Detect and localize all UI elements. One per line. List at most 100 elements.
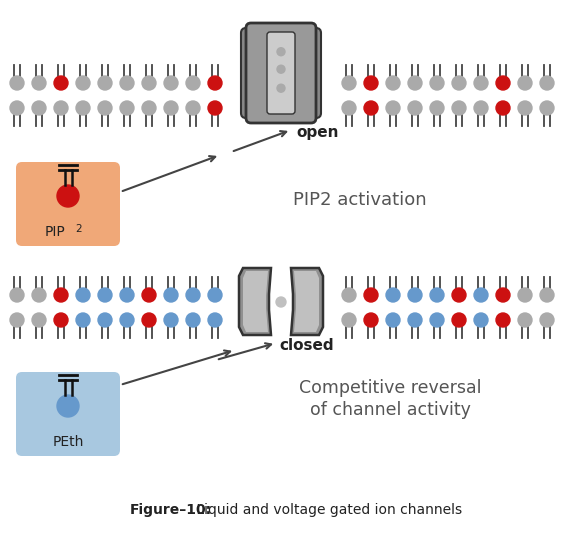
Text: closed: closed	[279, 337, 334, 352]
Circle shape	[32, 288, 46, 302]
Circle shape	[518, 76, 532, 90]
Circle shape	[120, 288, 134, 302]
Circle shape	[208, 313, 222, 327]
Circle shape	[120, 76, 134, 90]
Circle shape	[408, 313, 422, 327]
Circle shape	[342, 101, 356, 115]
Polygon shape	[294, 271, 319, 332]
Circle shape	[386, 288, 400, 302]
Circle shape	[164, 313, 178, 327]
Circle shape	[430, 313, 444, 327]
Circle shape	[540, 76, 554, 90]
Circle shape	[120, 313, 134, 327]
Circle shape	[10, 101, 24, 115]
Circle shape	[276, 297, 286, 307]
Circle shape	[408, 76, 422, 90]
FancyBboxPatch shape	[246, 23, 316, 123]
Circle shape	[342, 313, 356, 327]
Circle shape	[76, 101, 90, 115]
Circle shape	[386, 76, 400, 90]
Circle shape	[98, 101, 112, 115]
Circle shape	[32, 313, 46, 327]
Circle shape	[57, 395, 79, 417]
Circle shape	[364, 288, 378, 302]
Circle shape	[54, 288, 68, 302]
Circle shape	[540, 288, 554, 302]
Circle shape	[430, 288, 444, 302]
Circle shape	[364, 313, 378, 327]
Circle shape	[98, 76, 112, 90]
Circle shape	[408, 288, 422, 302]
Text: PIP: PIP	[44, 225, 65, 239]
Circle shape	[142, 288, 156, 302]
Circle shape	[342, 288, 356, 302]
Circle shape	[364, 101, 378, 115]
Circle shape	[386, 313, 400, 327]
Circle shape	[364, 76, 378, 90]
FancyBboxPatch shape	[16, 372, 120, 456]
Circle shape	[142, 101, 156, 115]
Circle shape	[32, 101, 46, 115]
Text: Liquid and voltage gated ion channels: Liquid and voltage gated ion channels	[192, 503, 462, 517]
Polygon shape	[243, 271, 268, 332]
Text: open: open	[296, 125, 338, 140]
Text: PIP2 activation: PIP2 activation	[293, 191, 427, 209]
Circle shape	[474, 101, 488, 115]
Circle shape	[142, 313, 156, 327]
Circle shape	[540, 313, 554, 327]
Circle shape	[474, 288, 488, 302]
Circle shape	[164, 76, 178, 90]
Circle shape	[408, 101, 422, 115]
Text: PEth: PEth	[52, 435, 84, 449]
Circle shape	[164, 101, 178, 115]
Polygon shape	[291, 268, 323, 335]
Text: 2: 2	[75, 224, 82, 234]
Circle shape	[76, 288, 90, 302]
Circle shape	[277, 84, 285, 92]
Circle shape	[57, 185, 79, 207]
Circle shape	[10, 288, 24, 302]
Circle shape	[496, 288, 510, 302]
Circle shape	[186, 288, 200, 302]
Circle shape	[277, 65, 285, 73]
Circle shape	[98, 288, 112, 302]
Circle shape	[518, 288, 532, 302]
Circle shape	[186, 76, 200, 90]
FancyBboxPatch shape	[241, 28, 265, 118]
Circle shape	[54, 313, 68, 327]
Circle shape	[98, 313, 112, 327]
Circle shape	[208, 76, 222, 90]
Circle shape	[164, 288, 178, 302]
Circle shape	[474, 76, 488, 90]
Circle shape	[540, 101, 554, 115]
Circle shape	[430, 101, 444, 115]
FancyBboxPatch shape	[297, 28, 321, 118]
Circle shape	[54, 101, 68, 115]
FancyBboxPatch shape	[16, 162, 120, 246]
Circle shape	[496, 101, 510, 115]
Circle shape	[386, 101, 400, 115]
Circle shape	[452, 101, 466, 115]
Circle shape	[76, 313, 90, 327]
Circle shape	[277, 48, 285, 56]
Circle shape	[142, 76, 156, 90]
Circle shape	[32, 76, 46, 90]
Circle shape	[496, 313, 510, 327]
Circle shape	[186, 101, 200, 115]
Circle shape	[496, 76, 510, 90]
Circle shape	[452, 76, 466, 90]
Circle shape	[430, 76, 444, 90]
Circle shape	[208, 101, 222, 115]
Text: Figure–10:: Figure–10:	[130, 503, 212, 517]
Text: of channel activity: of channel activity	[310, 401, 471, 419]
Circle shape	[518, 101, 532, 115]
Text: Competitive reversal: Competitive reversal	[299, 379, 481, 397]
Circle shape	[208, 288, 222, 302]
Circle shape	[54, 76, 68, 90]
Circle shape	[76, 76, 90, 90]
Circle shape	[186, 313, 200, 327]
Circle shape	[120, 101, 134, 115]
Circle shape	[10, 76, 24, 90]
Circle shape	[342, 76, 356, 90]
Polygon shape	[239, 268, 271, 335]
